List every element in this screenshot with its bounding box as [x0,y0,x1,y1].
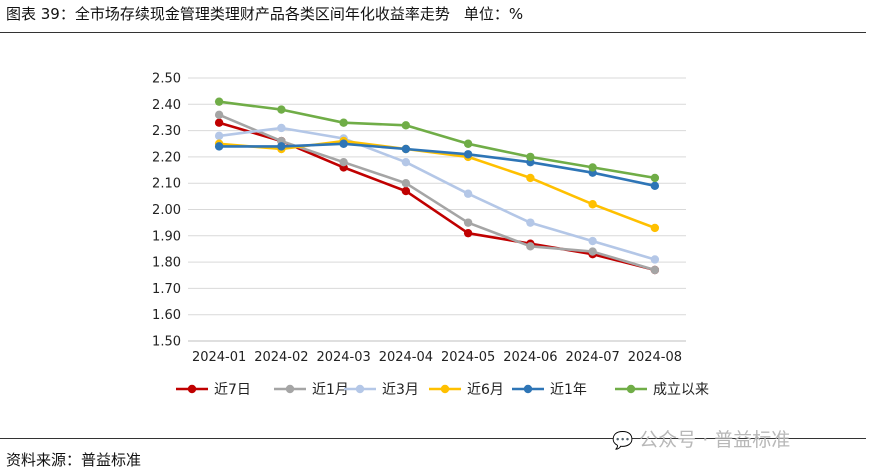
data-point [526,173,535,183]
y-tick-label: 2.50 [152,72,181,87]
data-point [526,242,535,251]
legend-swatch-marker [440,384,450,394]
legend-item: 成立以来 [615,382,709,398]
series-line [217,126,657,261]
legend-item: 近6月 [429,382,504,398]
footer-rule [0,438,866,439]
data-point [650,181,660,191]
data-point [339,157,348,167]
legend-swatch-marker [355,384,365,394]
y-tick-label: 1.70 [152,282,181,297]
data-point [588,200,597,209]
gridlines [188,77,686,342]
y-tick-label: 2.10 [152,177,181,192]
data-point [339,139,348,148]
data-point [463,150,473,159]
legend-item: 近3月 [344,382,419,398]
data-point [214,97,224,106]
wechat-icon: 💬 [612,431,634,451]
data-point [214,142,224,151]
data-point [401,179,411,188]
legend-label: 近6月 [467,382,504,398]
data-point [588,247,597,256]
series-line [217,139,657,230]
figure-title: 图表 39：全市场存续现金管理类理财产品各类区间年化收益率走势 [6,5,450,23]
series-line [217,142,657,188]
series-6 [214,97,660,183]
series-lines [214,97,660,275]
source-note: 资料来源：普益标准 [6,451,142,469]
data-point [401,144,411,154]
data-point [650,265,660,275]
header-rule [0,32,866,33]
x-tick-label: 2024-03 [316,350,370,365]
legend-swatch-marker [187,384,197,394]
chart-header: 图表 39：全市场存续现金管理类理财产品各类区间年化收益率走势 单位：% [6,4,523,24]
x-tick-label: 2024-02 [254,350,308,365]
data-point [339,118,348,127]
data-point [401,186,411,196]
x-tick-label: 2024-04 [379,350,433,365]
legend-item: 近1年 [512,382,587,398]
data-point [463,218,473,227]
y-tick-label: 2.30 [152,124,181,139]
legend-label: 近1年 [550,382,587,398]
legend-label: 近1月 [312,382,349,398]
watermark: 💬 公众号 · 普益标准 [612,428,790,453]
unit-label: 单位：% [463,5,524,23]
y-tick-label: 1.90 [152,229,181,244]
series-line [217,113,657,272]
x-tick-label: 2024-06 [503,350,557,365]
y-tick-label: 2.00 [152,203,181,218]
data-point [588,163,597,172]
y-tick-label: 1.80 [152,256,181,271]
data-point [401,157,411,167]
y-tick-label: 1.60 [152,308,181,323]
data-point [277,142,286,151]
legend-label: 近7日 [214,382,251,398]
y-tick-label: 2.20 [152,150,181,165]
y-tick-label: 2.40 [152,98,181,113]
watermark-text: 公众号 · 普益标准 [639,429,791,451]
data-point [650,255,660,264]
data-point [277,123,286,133]
legend-swatch-marker [523,384,533,394]
legend: 近7日 近1月 近3月 近6月 近1年 成立以来 [176,382,709,398]
x-axis: 2024-01 2024-02 2024-03 2024-04 2024-05 2024-… [192,350,682,365]
data-point [463,228,473,238]
data-point [214,110,224,120]
data-point [650,223,660,233]
data-point [650,173,660,183]
data-point [277,105,286,114]
legend-swatch-marker [285,384,295,394]
data-point [526,152,535,162]
legend-swatch-marker [626,384,636,394]
data-point [526,218,535,227]
legend-label: 成立以来 [653,382,709,398]
x-tick-label: 2024-01 [192,350,246,365]
y-tick-label: 1.50 [152,335,181,350]
series-3 [214,123,660,264]
data-point [463,139,473,148]
legend-item: 近7日 [176,382,251,398]
x-tick-label: 2024-05 [441,350,495,365]
data-point [214,118,224,127]
data-point [401,121,411,130]
series-line [217,100,657,180]
y-axis: 2.50 2.40 2.30 2.20 2.10 2.00 1.90 1.80 1.70 1.60… [152,72,181,350]
x-tick-label: 2024-07 [565,350,619,365]
data-point [214,131,224,141]
legend-label: 近3月 [382,382,419,398]
series-2 [214,110,660,275]
data-point [463,189,473,198]
data-point [588,236,597,246]
legend-item: 近1月 [274,382,349,398]
x-tick-label: 2024-08 [628,350,682,365]
